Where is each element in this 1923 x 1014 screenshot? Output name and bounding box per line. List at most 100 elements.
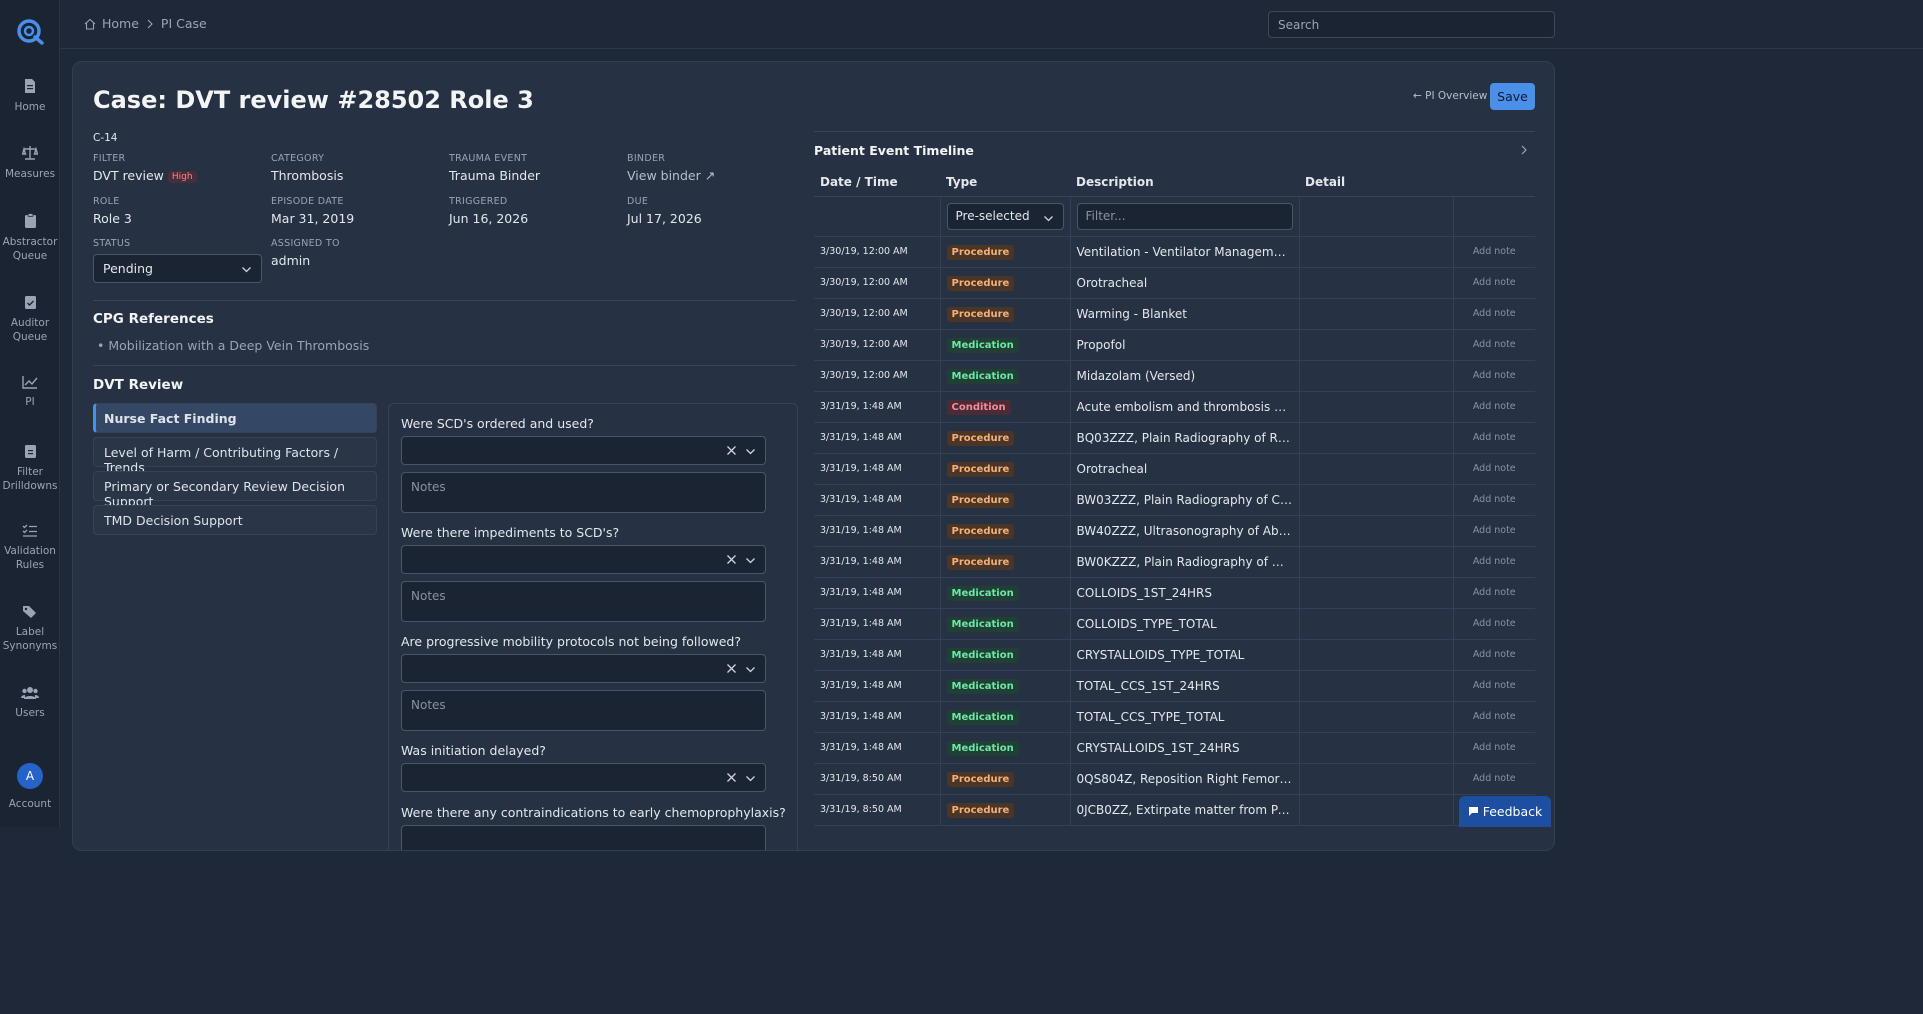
app-logo-icon[interactable]: [15, 16, 45, 46]
add-note-link[interactable]: Add note: [1453, 453, 1535, 485]
table-row[interactable]: 3/31/19, 8:50 AM Procedure 0JCB0ZZ, Exti…: [814, 794, 1535, 826]
type-badge: Procedure: [946, 771, 1015, 787]
add-note-link[interactable]: Add note: [1453, 732, 1535, 764]
add-note-link[interactable]: Add note: [1453, 422, 1535, 454]
clear-icon[interactable]: [726, 663, 737, 674]
type-badge: Condition: [946, 399, 1011, 415]
search-input[interactable]: [1268, 11, 1555, 38]
table-row[interactable]: 3/31/19, 1:48 AM Procedure BQ03ZZZ, Plai…: [814, 422, 1535, 454]
add-note-link[interactable]: Add note: [1453, 639, 1535, 671]
table-row[interactable]: 3/31/19, 1:48 AM Medication CRYSTALLOIDS…: [814, 732, 1535, 764]
save-button[interactable]: Save: [1490, 83, 1535, 110]
tab-tmd-decision-support[interactable]: TMD Decision Support: [93, 505, 377, 535]
row-datetime: 3/31/19, 8:50 AM: [814, 794, 941, 826]
column-header-detail[interactable]: Detail: [1299, 168, 1453, 197]
chevron-right-icon[interactable]: [1519, 145, 1529, 155]
notes-field[interactable]: Notes: [401, 690, 766, 731]
nav-item-measures[interactable]: Measures: [0, 145, 60, 181]
nav-item-users[interactable]: Users: [0, 686, 60, 720]
column-header-type[interactable]: Type: [940, 168, 1070, 197]
table-row[interactable]: 3/30/19, 12:00 AM Procedure Warming - Bl…: [814, 298, 1535, 330]
clear-icon[interactable]: [726, 445, 737, 456]
add-note-link[interactable]: Add note: [1453, 546, 1535, 578]
row-datetime: 3/31/19, 1:48 AM: [814, 639, 941, 671]
table-row[interactable]: 3/31/19, 1:48 AM Medication TOTAL_CCS_1S…: [814, 670, 1535, 702]
nav-item-validation-rules[interactable]: Validation Rules: [0, 524, 60, 572]
episode-date-field: EPISODE DATE Mar 31, 2019: [271, 196, 354, 226]
type-badge: Procedure: [946, 461, 1015, 477]
feedback-button[interactable]: Feedback: [1459, 796, 1551, 827]
table-row[interactable]: 3/31/19, 1:48 AM Medication TOTAL_CCS_TY…: [814, 701, 1535, 733]
timeline-table: Date / Time Type Description Detail Pre-…: [814, 168, 1535, 826]
table-row[interactable]: 3/31/19, 1:48 AM Medication COLLOIDS_1ST…: [814, 577, 1535, 609]
table-row[interactable]: 3/30/19, 12:00 AM Medication Propofol Ad…: [814, 329, 1535, 361]
add-note-link[interactable]: Add note: [1453, 701, 1535, 733]
table-row[interactable]: 3/31/19, 1:48 AM Procedure BW0KZZZ, Plai…: [814, 546, 1535, 578]
column-header-datetime[interactable]: Date / Time: [814, 168, 940, 197]
case-code: C-14: [93, 132, 118, 144]
add-note-link[interactable]: Add note: [1453, 515, 1535, 547]
table-row[interactable]: 3/31/19, 1:48 AM Condition Acute embolis…: [814, 391, 1535, 423]
add-note-link[interactable]: Add note: [1453, 329, 1535, 361]
add-note-link[interactable]: Add note: [1453, 298, 1535, 330]
row-datetime: 3/31/19, 1:48 AM: [814, 453, 941, 485]
table-row[interactable]: 3/30/19, 12:00 AM Procedure Orotracheal …: [814, 267, 1535, 299]
cpg-heading: CPG References: [93, 311, 214, 327]
row-description: BW0KZZZ, Plain Radiography of Whol...: [1070, 546, 1300, 578]
row-description: BW03ZZZ, Plain Radiography of Chest: [1070, 484, 1300, 516]
question-label: Are progressive mobility protocols not b…: [401, 634, 741, 649]
table-row[interactable]: 3/31/19, 8:50 AM Procedure 0QS804Z, Repo…: [814, 763, 1535, 795]
column-header-description[interactable]: Description: [1070, 168, 1299, 197]
nav-item-pi[interactable]: PI: [0, 375, 60, 409]
nav-label: Validation Rules: [4, 545, 56, 571]
notes-field[interactable]: Notes: [401, 472, 766, 513]
tab-nurse-fact-finding[interactable]: Nurse Fact Finding: [93, 403, 377, 433]
add-note-link[interactable]: Add note: [1453, 360, 1535, 392]
nav-item-label-synonyms[interactable]: Label Synonyms: [0, 605, 60, 653]
table-row[interactable]: 3/31/19, 1:48 AM Medication CRYSTALLOIDS…: [814, 639, 1535, 671]
notes-field[interactable]: Notes: [401, 581, 766, 622]
add-note-link[interactable]: Add note: [1453, 577, 1535, 609]
table-row[interactable]: 3/31/19, 1:48 AM Procedure Orotracheal A…: [814, 453, 1535, 485]
type-filter-select[interactable]: Pre-selected: [946, 202, 1064, 230]
nav-item-filter-drilldowns[interactable]: Filter Drilldowns: [0, 443, 60, 493]
view-binder-link[interactable]: View binder ↗: [627, 168, 716, 183]
description-filter-input[interactable]: [1076, 202, 1293, 230]
breadcrumb-home[interactable]: Home: [102, 16, 139, 31]
add-note-link[interactable]: Add note: [1453, 267, 1535, 299]
nav-item-auditor-queue[interactable]: Auditor Queue: [0, 294, 60, 344]
question-label: Were there any contraindications to earl…: [401, 805, 786, 820]
add-note-link[interactable]: Add note: [1453, 670, 1535, 702]
add-note-link[interactable]: Add note: [1453, 484, 1535, 516]
nav-item-home[interactable]: Home: [0, 78, 60, 114]
pi-overview-link[interactable]: ← PI Overview: [1413, 90, 1488, 102]
tab-review-decision-support[interactable]: Primary or Secondary Review Decision Sup…: [93, 471, 377, 509]
table-row[interactable]: 3/31/19, 1:48 AM Procedure BW40ZZZ, Ultr…: [814, 515, 1535, 547]
add-note-link[interactable]: Add note: [1453, 763, 1535, 795]
nav-label: PI: [25, 396, 35, 408]
table-row[interactable]: 3/30/19, 12:00 AM Medication Midazolam (…: [814, 360, 1535, 392]
cpg-reference-item[interactable]: • Mobilization with a Deep Vein Thrombos…: [97, 338, 370, 353]
users-icon: [21, 687, 39, 699]
answer-select[interactable]: [401, 436, 766, 465]
add-note-link[interactable]: Add note: [1453, 608, 1535, 640]
nav-item-abstractor-queue[interactable]: Abstractor Queue: [0, 213, 60, 263]
add-note-link[interactable]: Add note: [1453, 391, 1535, 423]
answer-select[interactable]: [401, 825, 766, 850]
row-datetime: 3/31/19, 1:48 AM: [814, 515, 941, 547]
table-row[interactable]: 3/31/19, 1:48 AM Medication COLLOIDS_TYP…: [814, 608, 1535, 640]
row-description: TOTAL_CCS_TYPE_TOTAL: [1070, 701, 1300, 733]
status-select[interactable]: Pending: [93, 254, 262, 283]
tab-level-of-harm[interactable]: Level of Harm / Contributing Factors / T…: [93, 437, 377, 475]
answer-select[interactable]: [401, 763, 766, 792]
table-row[interactable]: 3/31/19, 1:48 AM Procedure BW03ZZZ, Plai…: [814, 484, 1535, 516]
clear-icon[interactable]: [726, 554, 737, 565]
answer-select[interactable]: [401, 545, 766, 574]
add-note-link[interactable]: Add note: [1453, 236, 1535, 268]
row-datetime: 3/31/19, 1:48 AM: [814, 422, 941, 454]
table-row[interactable]: 3/30/19, 12:00 AM Procedure Ventilation …: [814, 236, 1535, 268]
type-badge: Procedure: [946, 802, 1015, 818]
answer-select[interactable]: [401, 654, 766, 683]
nav-item-account[interactable]: A Account: [0, 763, 60, 811]
clear-icon[interactable]: [726, 772, 737, 783]
